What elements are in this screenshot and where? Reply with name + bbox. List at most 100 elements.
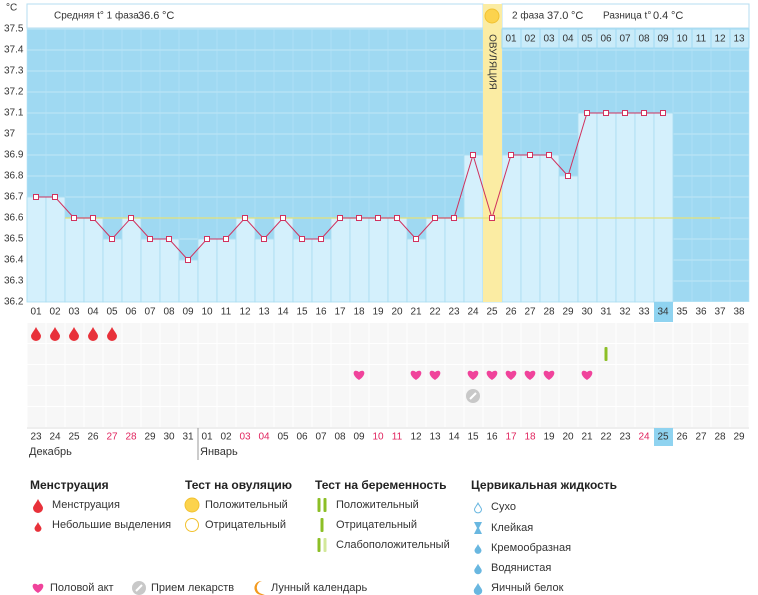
event-cell (692, 323, 711, 343)
month-label: Декабрь (29, 446, 72, 458)
event-cell (350, 386, 369, 406)
temperature-bar (292, 238, 313, 303)
day-number: 11 (221, 307, 232, 318)
drop-icon (34, 522, 42, 532)
event-cell (293, 344, 312, 364)
date-label: 25 (657, 432, 669, 443)
event-cell (559, 386, 578, 406)
legend-title: Тест на беременность (315, 478, 446, 492)
y-tick-label: 36.2 (4, 297, 24, 308)
drop-icon (33, 499, 43, 513)
heart-icon (410, 370, 422, 380)
event-cell (616, 386, 635, 406)
day-number: 25 (486, 307, 498, 318)
day-number: 09 (182, 307, 194, 318)
event-cell (502, 407, 521, 427)
date-label: 15 (467, 432, 479, 443)
event-cell (445, 344, 464, 364)
temperature-point (166, 236, 172, 242)
event-cell (464, 323, 483, 343)
event-cell (540, 323, 559, 343)
event-cell (141, 365, 160, 385)
phase2-label: 2 фаза (512, 10, 545, 22)
event-cell (160, 344, 179, 364)
ovulation-sun (484, 8, 500, 24)
day-number: 01 (30, 307, 42, 318)
temperature-bar (102, 238, 123, 303)
drop-icon (69, 327, 79, 341)
date-label: 02 (220, 432, 232, 443)
temperature-point (109, 236, 115, 242)
temperature-line (36, 112, 663, 261)
temperature-bar (634, 112, 655, 303)
event-cell (350, 323, 369, 343)
event-cell (255, 365, 274, 385)
event-cell (597, 365, 616, 385)
temperature-point (185, 257, 191, 263)
event-cell (464, 407, 483, 427)
heart-icon (429, 370, 441, 380)
legend-item: Кремообразная (491, 542, 571, 554)
date-label: 22 (600, 432, 612, 443)
temperature-bar (596, 112, 617, 303)
heart-icon (467, 370, 479, 380)
event-cell (369, 407, 388, 427)
event-cell (597, 407, 616, 427)
heart-icon (581, 370, 593, 380)
date-label: 31 (182, 432, 194, 443)
date-label: 14 (448, 432, 460, 443)
event-cell (559, 365, 578, 385)
legend-item: Слабоположительный (336, 539, 450, 551)
event-cell (445, 386, 464, 406)
luteal-day: 08 (638, 34, 650, 45)
event-cell (274, 386, 293, 406)
diff-label: Разница t° (603, 11, 651, 22)
month-label: Январь (200, 446, 238, 458)
event-cell (654, 386, 673, 406)
date-label: 05 (277, 432, 289, 443)
legend-item: Сухо (491, 501, 516, 513)
y-tick-label: 36.5 (4, 234, 24, 245)
temperature-point (280, 215, 286, 221)
event-cell (578, 407, 597, 427)
day-number: 10 (201, 307, 213, 318)
event-cell (578, 344, 597, 364)
event-cell (388, 365, 407, 385)
temperature-bar (520, 154, 541, 303)
event-cell (483, 344, 502, 364)
temperature-bar (330, 217, 351, 303)
day-number: 08 (163, 307, 175, 318)
event-cell (84, 365, 103, 385)
day-number: 21 (410, 307, 422, 318)
temperature-bar (254, 238, 275, 303)
today-date-highlight (654, 428, 673, 446)
event-cell (84, 407, 103, 427)
event-cell (255, 407, 274, 427)
event-cell (540, 344, 559, 364)
event-cell (65, 407, 84, 427)
event-cell (103, 386, 122, 406)
event-cell (654, 323, 673, 343)
y-tick-label: 37.1 (4, 108, 24, 119)
event-cell (293, 407, 312, 427)
ovulation-label: ОВУЛЯЦИЯ (486, 34, 497, 90)
luteal-day: 03 (543, 34, 555, 45)
event-cell (616, 365, 635, 385)
event-cell (217, 323, 236, 343)
temperature-bar (121, 217, 142, 303)
date-label: 23 (619, 432, 631, 443)
day-number: 07 (144, 307, 156, 318)
event-cell (27, 344, 46, 364)
luteal-day: 05 (581, 34, 593, 45)
temperature-point (261, 236, 267, 242)
event-cell (559, 344, 578, 364)
day-number: 13 (258, 307, 270, 318)
event-cell (426, 323, 445, 343)
temperature-point (489, 215, 495, 221)
event-cell (711, 323, 730, 343)
drop-icon (107, 327, 117, 341)
temperature-bar (159, 238, 180, 303)
event-cell (179, 323, 198, 343)
event-cell (483, 323, 502, 343)
date-label: 26 (676, 432, 688, 443)
